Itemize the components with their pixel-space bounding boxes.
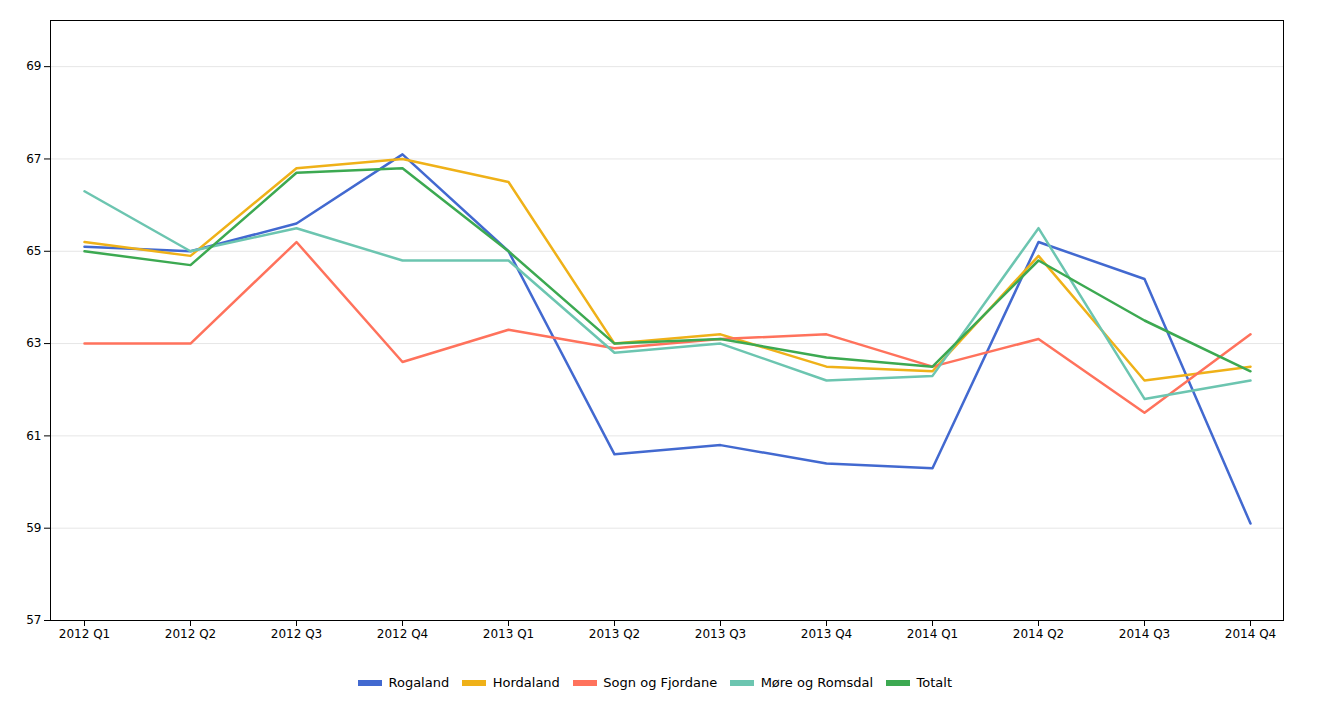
svg-text:2013 Q2: 2013 Q2 (589, 627, 640, 641)
svg-text:61: 61 (26, 429, 41, 443)
svg-text:2013 Q1: 2013 Q1 (483, 627, 534, 641)
svg-text:2012 Q4: 2012 Q4 (377, 627, 428, 641)
svg-text:2012 Q1: 2012 Q1 (59, 627, 110, 641)
svg-text:2012 Q2: 2012 Q2 (165, 627, 216, 641)
svg-text:69: 69 (26, 59, 41, 73)
svg-text:2014 Q4: 2014 Q4 (1225, 627, 1276, 641)
html-text:Hordaland: Hordaland (492, 675, 560, 690)
html-text:Sogn og Fjordane: Sogn og Fjordane (603, 675, 718, 690)
svg-text:2013 Q4: 2013 Q4 (801, 627, 852, 641)
svg-text:2014 Q2: 2014 Q2 (1013, 627, 1064, 641)
svg-text:57: 57 (26, 613, 41, 627)
html-text:Rogaland: Rogaland (388, 675, 450, 690)
svg-text:2014 Q1: 2014 Q1 (907, 627, 958, 641)
svg-text:2012 Q3: 2012 Q3 (271, 627, 322, 641)
svg-text:65: 65 (26, 244, 41, 258)
html-text:Møre og Romsdal: Møre og Romsdal (760, 675, 873, 690)
svg-text:59: 59 (26, 521, 41, 535)
svg-text:67: 67 (26, 152, 41, 166)
html-text:Totalt: Totalt (916, 675, 952, 690)
svg-text:2014 Q3: 2014 Q3 (1119, 627, 1170, 641)
svg-text:63: 63 (26, 336, 41, 350)
svg-text:2013 Q3: 2013 Q3 (695, 627, 746, 641)
